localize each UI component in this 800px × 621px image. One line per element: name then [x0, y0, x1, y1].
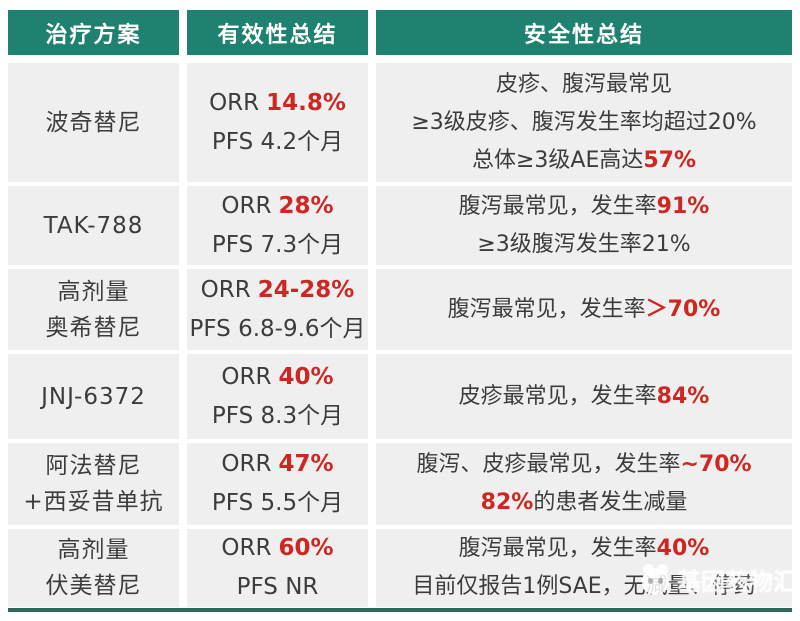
- orr-label: ORR: [221, 192, 272, 219]
- treatment-comparison-table: 治疗方案 有效性总结 安全性总结 波奇替尼 ORR 14.8% PFS 4.2个月…: [8, 10, 792, 607]
- safety-text: ≥3级腹泻发生率21%: [477, 231, 691, 257]
- safety-text: ≥3级皮疹、腹泻发生率均超过20%: [411, 109, 757, 135]
- orr-line: ORR 28%: [221, 187, 333, 226]
- regimen-cell: 高剂量 奥希替尼: [8, 269, 179, 350]
- regimen-name: 奥希替尼: [45, 314, 142, 341]
- regimen-name: 高剂量: [57, 278, 130, 305]
- orr-value: 24-28%: [257, 276, 355, 303]
- orr-value: 60%: [278, 535, 334, 561]
- orr-line: ORR 14.8%: [209, 84, 346, 123]
- orr-label: ORR: [221, 535, 272, 561]
- efficacy-cell: ORR 14.8% PFS 4.2个月: [187, 63, 368, 182]
- regimen-name: +西妥昔单抗: [23, 489, 164, 515]
- regimen-cell: 阿法替尼 +西妥昔单抗: [8, 443, 179, 525]
- safety-line: 总体≥3级AE高达57%: [472, 142, 696, 180]
- orr-value: 40%: [278, 363, 334, 390]
- pfs-line: PFS 7.3个月: [211, 231, 344, 258]
- safety-cell: 腹泻、皮疹最常见，发生率~70% 82%的患者发生减量: [376, 443, 792, 525]
- safety-text: 腹泻最常见，发生率: [447, 296, 646, 322]
- orr-label: ORR: [221, 451, 272, 477]
- pfs-line: PFS 4.2个月: [211, 128, 344, 155]
- orr-line: ORR 60%: [221, 529, 333, 568]
- safety-text: 皮疹、腹泻最常见: [495, 71, 672, 97]
- safety-cell: 皮疹、腹泻最常见 ≥3级皮疹、腹泻发生率均超过20% 总体≥3级AE高达57%: [376, 63, 792, 182]
- pfs-line: PFS 8.3个月: [211, 402, 344, 429]
- safety-text: 腹泻最常见，发生率: [458, 193, 657, 219]
- safety-line: 目前仅报告1例SAE，无减量、停药: [412, 568, 755, 606]
- regimen-name: JNJ-6372: [41, 383, 146, 410]
- efficacy-cell: ORR 60% PFS NR: [187, 529, 368, 607]
- table-bottom-rule: [8, 608, 792, 612]
- safety-line: 腹泻最常见，发生率40%: [459, 530, 710, 568]
- orr-label: ORR: [209, 89, 260, 116]
- pfs-line: PFS 5.5个月: [211, 490, 344, 516]
- efficacy-cell: ORR 40% PFS 8.3个月: [187, 354, 368, 439]
- efficacy-cell: ORR 24-28% PFS 6.8-9.6个月: [187, 269, 368, 350]
- orr-label: ORR: [200, 276, 251, 303]
- safety-cell: 腹泻最常见，发生率91% ≥3级腹泻发生率21%: [376, 186, 792, 265]
- efficacy-cell: ORR 47% PFS 5.5个月: [187, 443, 368, 525]
- orr-value: 14.8%: [266, 89, 346, 116]
- safety-line: 腹泻、皮疹最常见，发生率~70%: [416, 446, 751, 484]
- safety-text: 总体≥3级AE高达: [471, 147, 644, 173]
- safety-text: 腹泻最常见，发生率: [458, 536, 657, 561]
- safety-cell: 皮疹最常见，发生率84%: [376, 354, 792, 439]
- safety-cell: 腹泻最常见，发生率40% 目前仅报告1例SAE，无减量、停药: [376, 529, 792, 607]
- orr-line: ORR 40%: [221, 358, 333, 397]
- safety-line: 皮疹、腹泻最常见: [496, 66, 672, 104]
- regimen-cell: JNJ-6372: [8, 354, 179, 439]
- regimen-name: 高剂量: [57, 537, 130, 563]
- safety-highlight: ~70%: [680, 452, 752, 477]
- header-cell-safety: 安全性总结: [376, 10, 792, 59]
- header-cell-efficacy: 有效性总结: [187, 10, 368, 59]
- safety-line: ≥3级腹泻发生率21%: [477, 226, 690, 264]
- header-cell-regimen: 治疗方案: [8, 10, 179, 59]
- pfs-line: PFS 6.8-9.6个月: [189, 315, 366, 342]
- safety-highlight: 82%: [480, 490, 534, 515]
- pfs-line: PFS NR: [236, 574, 319, 600]
- regimen-cell: 高剂量 伏美替尼: [8, 529, 179, 607]
- safety-text: 腹泻、皮疹最常见，发生率: [416, 452, 681, 477]
- orr-value: 28%: [278, 192, 334, 219]
- safety-text: 目前仅报告1例SAE，无减量、停药: [412, 574, 756, 599]
- safety-highlight: 40%: [656, 536, 710, 561]
- orr-line: ORR 47%: [221, 445, 333, 484]
- safety-cell: 腹泻最常见，发生率＞70%: [376, 269, 792, 350]
- safety-text: 皮疹最常见，发生率: [458, 383, 657, 409]
- regimen-cell: TAK-788: [8, 186, 179, 265]
- safety-line: 腹泻最常见，发生率91%: [459, 188, 710, 226]
- regimen-name: 阿法替尼: [45, 453, 142, 479]
- safety-line: 腹泻最常见，发生率＞70%: [448, 291, 721, 329]
- regimen-cell: 波奇替尼: [8, 63, 179, 182]
- safety-line: 皮疹最常见，发生率84%: [459, 378, 710, 416]
- efficacy-cell: ORR 28% PFS 7.3个月: [187, 186, 368, 265]
- safety-highlight: ＞70%: [645, 296, 721, 322]
- orr-value: 47%: [278, 451, 334, 477]
- safety-text: 的患者发生减量: [533, 490, 688, 515]
- safety-line: ≥3级皮疹、腹泻发生率均超过20%: [411, 104, 756, 142]
- safety-line: 82%的患者发生减量: [481, 484, 688, 522]
- regimen-name: TAK-788: [43, 212, 144, 239]
- regimen-name: 波奇替尼: [45, 109, 142, 136]
- orr-line: ORR 24-28%: [201, 271, 355, 310]
- safety-highlight: 84%: [656, 383, 710, 409]
- orr-label: ORR: [221, 363, 272, 390]
- safety-highlight: 57%: [643, 147, 697, 173]
- safety-highlight: 91%: [656, 193, 710, 219]
- regimen-name: 伏美替尼: [45, 573, 142, 599]
